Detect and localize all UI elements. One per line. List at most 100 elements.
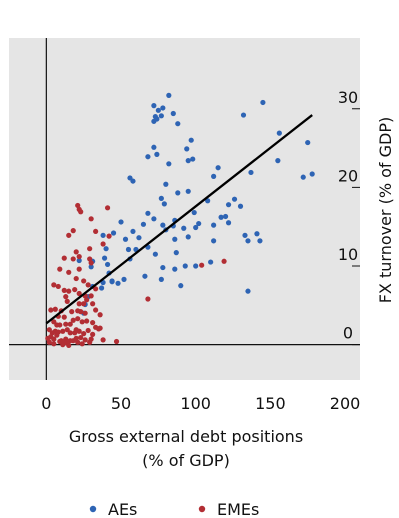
point-aes-55: [130, 228, 136, 235]
point-emes-100: [66, 342, 72, 349]
point-emes-23: [51, 282, 57, 288]
point-aes-10: [154, 116, 160, 122]
point-emes-10: [87, 246, 93, 252]
point-aes-89: [121, 276, 127, 282]
point-aes-63: [185, 234, 191, 240]
point-emes-3: [104, 205, 111, 211]
point-aes-56: [136, 235, 142, 241]
point-emes-31: [93, 286, 99, 292]
point-emes-67: [67, 330, 73, 336]
point-emes-101: [45, 335, 51, 341]
point-aes-86: [172, 266, 178, 272]
point-emes-22: [85, 282, 91, 288]
point-aes-23: [215, 165, 221, 171]
point-emes-71: [85, 327, 91, 334]
x-tick-label-150: 150: [255, 394, 286, 413]
point-aes-14: [188, 137, 194, 143]
point-emes-11: [73, 249, 79, 255]
point-aes-7: [158, 113, 164, 119]
point-emes-52: [63, 321, 69, 327]
point-aes-30: [163, 181, 169, 187]
series-aes: [76, 92, 315, 316]
point-aes-36: [158, 195, 164, 201]
point-emes-97: [145, 296, 151, 302]
point-aes-94: [245, 288, 251, 294]
y-tick-label-10: 10: [338, 245, 358, 264]
point-emes-36: [84, 297, 90, 303]
point-aes-0: [166, 92, 172, 98]
point-emes-96: [100, 337, 106, 343]
point-emes-16: [88, 260, 94, 266]
point-aes-51: [118, 219, 124, 225]
point-emes-35: [81, 301, 87, 307]
point-emes-37: [90, 301, 96, 307]
point-emes-83: [46, 339, 52, 345]
point-aes-50: [140, 221, 147, 227]
x-axis-label-line-1: Gross external debt positions: [69, 427, 303, 446]
y-tick-label-20: 20: [338, 166, 358, 185]
point-emes-74: [51, 336, 57, 342]
point-aes-83: [208, 259, 214, 265]
x-tick-label-50: 50: [111, 394, 131, 413]
point-emes-14: [70, 256, 76, 262]
point-emes-19: [76, 266, 82, 272]
point-aes-64: [211, 238, 217, 244]
point-emes-4: [88, 216, 94, 222]
point-emes-18: [66, 269, 72, 275]
y-axis-label: FX turnover (% of GDP): [376, 117, 395, 304]
point-aes-17: [154, 151, 160, 157]
point-aes-2: [160, 105, 166, 111]
point-emes-77: [63, 336, 69, 342]
point-aes-11: [276, 130, 282, 136]
point-emes-95: [113, 338, 120, 345]
point-emes-24: [55, 283, 61, 290]
point-aes-60: [100, 232, 106, 238]
point-aes-40: [222, 213, 229, 220]
point-emes-48: [97, 312, 103, 318]
point-aes-31: [185, 188, 191, 194]
point-emes-53: [67, 321, 73, 327]
point-aes-39: [237, 203, 244, 209]
point-emes-93: [70, 338, 76, 344]
y-tick-label-30: 30: [338, 88, 358, 107]
point-emes-7: [66, 232, 72, 238]
point-aes-16: [151, 144, 157, 150]
point-emes-9: [100, 241, 106, 247]
point-emes-45: [78, 309, 84, 315]
point-emes-21: [81, 278, 87, 284]
point-emes-0: [75, 202, 81, 209]
point-emes-99: [221, 258, 227, 264]
point-emes-34: [76, 301, 82, 307]
point-emes-39: [52, 306, 58, 312]
point-aes-26: [309, 171, 315, 177]
x-ticks: 0 50 100 150 200: [41, 394, 360, 413]
point-emes-17: [57, 266, 63, 272]
point-aes-5: [260, 99, 266, 106]
x-tick-label-100: 100: [180, 394, 211, 413]
point-aes-65: [242, 232, 248, 238]
point-aes-72: [152, 251, 158, 257]
point-aes-95: [99, 285, 105, 291]
point-emes-6: [93, 228, 99, 235]
point-aes-27: [300, 174, 306, 180]
point-aes-68: [257, 238, 263, 244]
point-emes-28: [76, 290, 82, 297]
point-emes-75: [54, 332, 60, 338]
trendline-layer: [45, 114, 313, 325]
point-emes-40: [48, 307, 54, 313]
point-aes-66: [245, 238, 251, 244]
point-emes-8: [106, 233, 112, 239]
series-emes: [45, 202, 227, 349]
point-aes-20: [190, 156, 196, 162]
point-aes-49: [225, 220, 232, 226]
point-emes-81: [82, 337, 88, 343]
point-emes-90: [73, 327, 79, 333]
point-aes-58: [122, 236, 129, 242]
point-aes-93: [178, 283, 184, 289]
point-aes-37: [161, 201, 167, 207]
point-aes-34: [225, 202, 232, 208]
point-emes-54: [70, 317, 76, 323]
point-emes-70: [81, 331, 87, 337]
point-emes-89: [87, 339, 93, 345]
point-aes-74: [101, 255, 108, 261]
